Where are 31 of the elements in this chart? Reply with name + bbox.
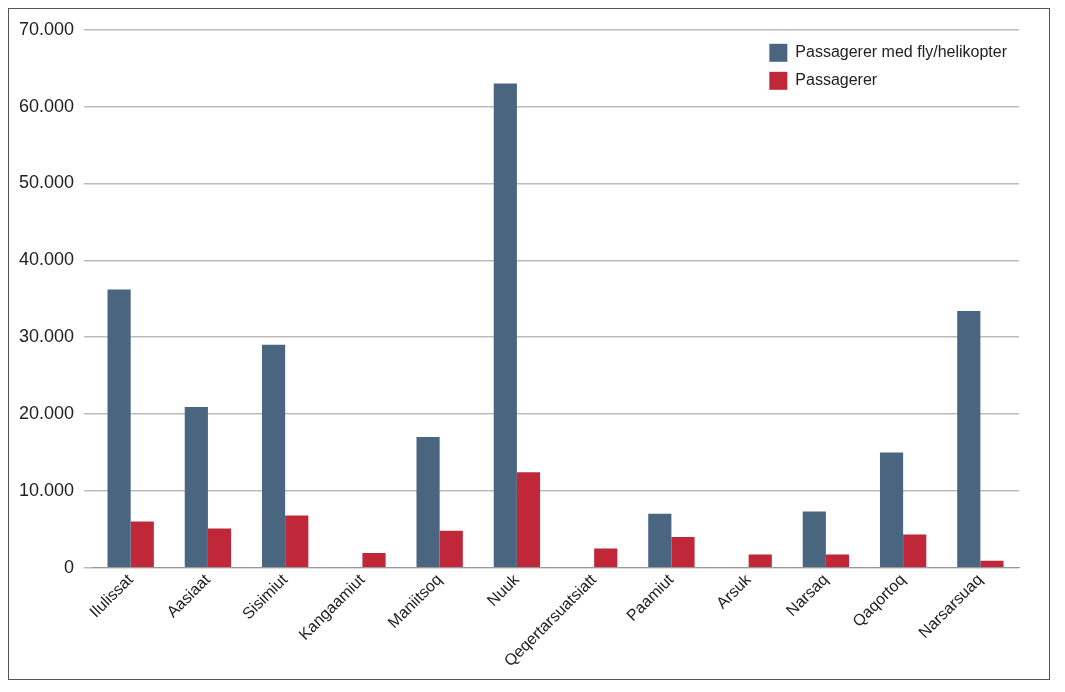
bar: [184, 407, 208, 567]
bar: [362, 553, 386, 567]
bar: [748, 554, 772, 567]
bar: [980, 560, 1004, 567]
bar: [130, 521, 154, 567]
bar: [107, 289, 131, 567]
bar: [879, 452, 904, 567]
bar: [802, 511, 826, 567]
bar: [825, 554, 850, 567]
y-tick-label: 70.000: [18, 18, 75, 39]
bar: [671, 536, 695, 567]
legend-label: Passagerer: [795, 71, 878, 89]
y-tick-label: 20.000: [18, 402, 75, 423]
bar: [594, 548, 618, 567]
bar: [957, 311, 981, 567]
y-tick-label: 0: [64, 556, 75, 577]
y-tick-label: 30.000: [18, 326, 75, 347]
bar: [648, 513, 672, 567]
bar: [439, 530, 463, 567]
y-tick-label: 40.000: [18, 249, 75, 270]
bar: [516, 472, 541, 567]
bar: [285, 515, 309, 567]
bar: [903, 534, 927, 567]
y-tick-label: 10.000: [18, 479, 75, 500]
bar: [493, 83, 517, 567]
y-tick-label: 50.000: [18, 172, 75, 193]
legend-label: Passagerer med fly/helikopter: [795, 43, 1008, 61]
y-tick-label: 60.000: [18, 95, 75, 116]
bar: [262, 344, 286, 567]
bar: [416, 437, 440, 567]
bar: [207, 528, 232, 567]
